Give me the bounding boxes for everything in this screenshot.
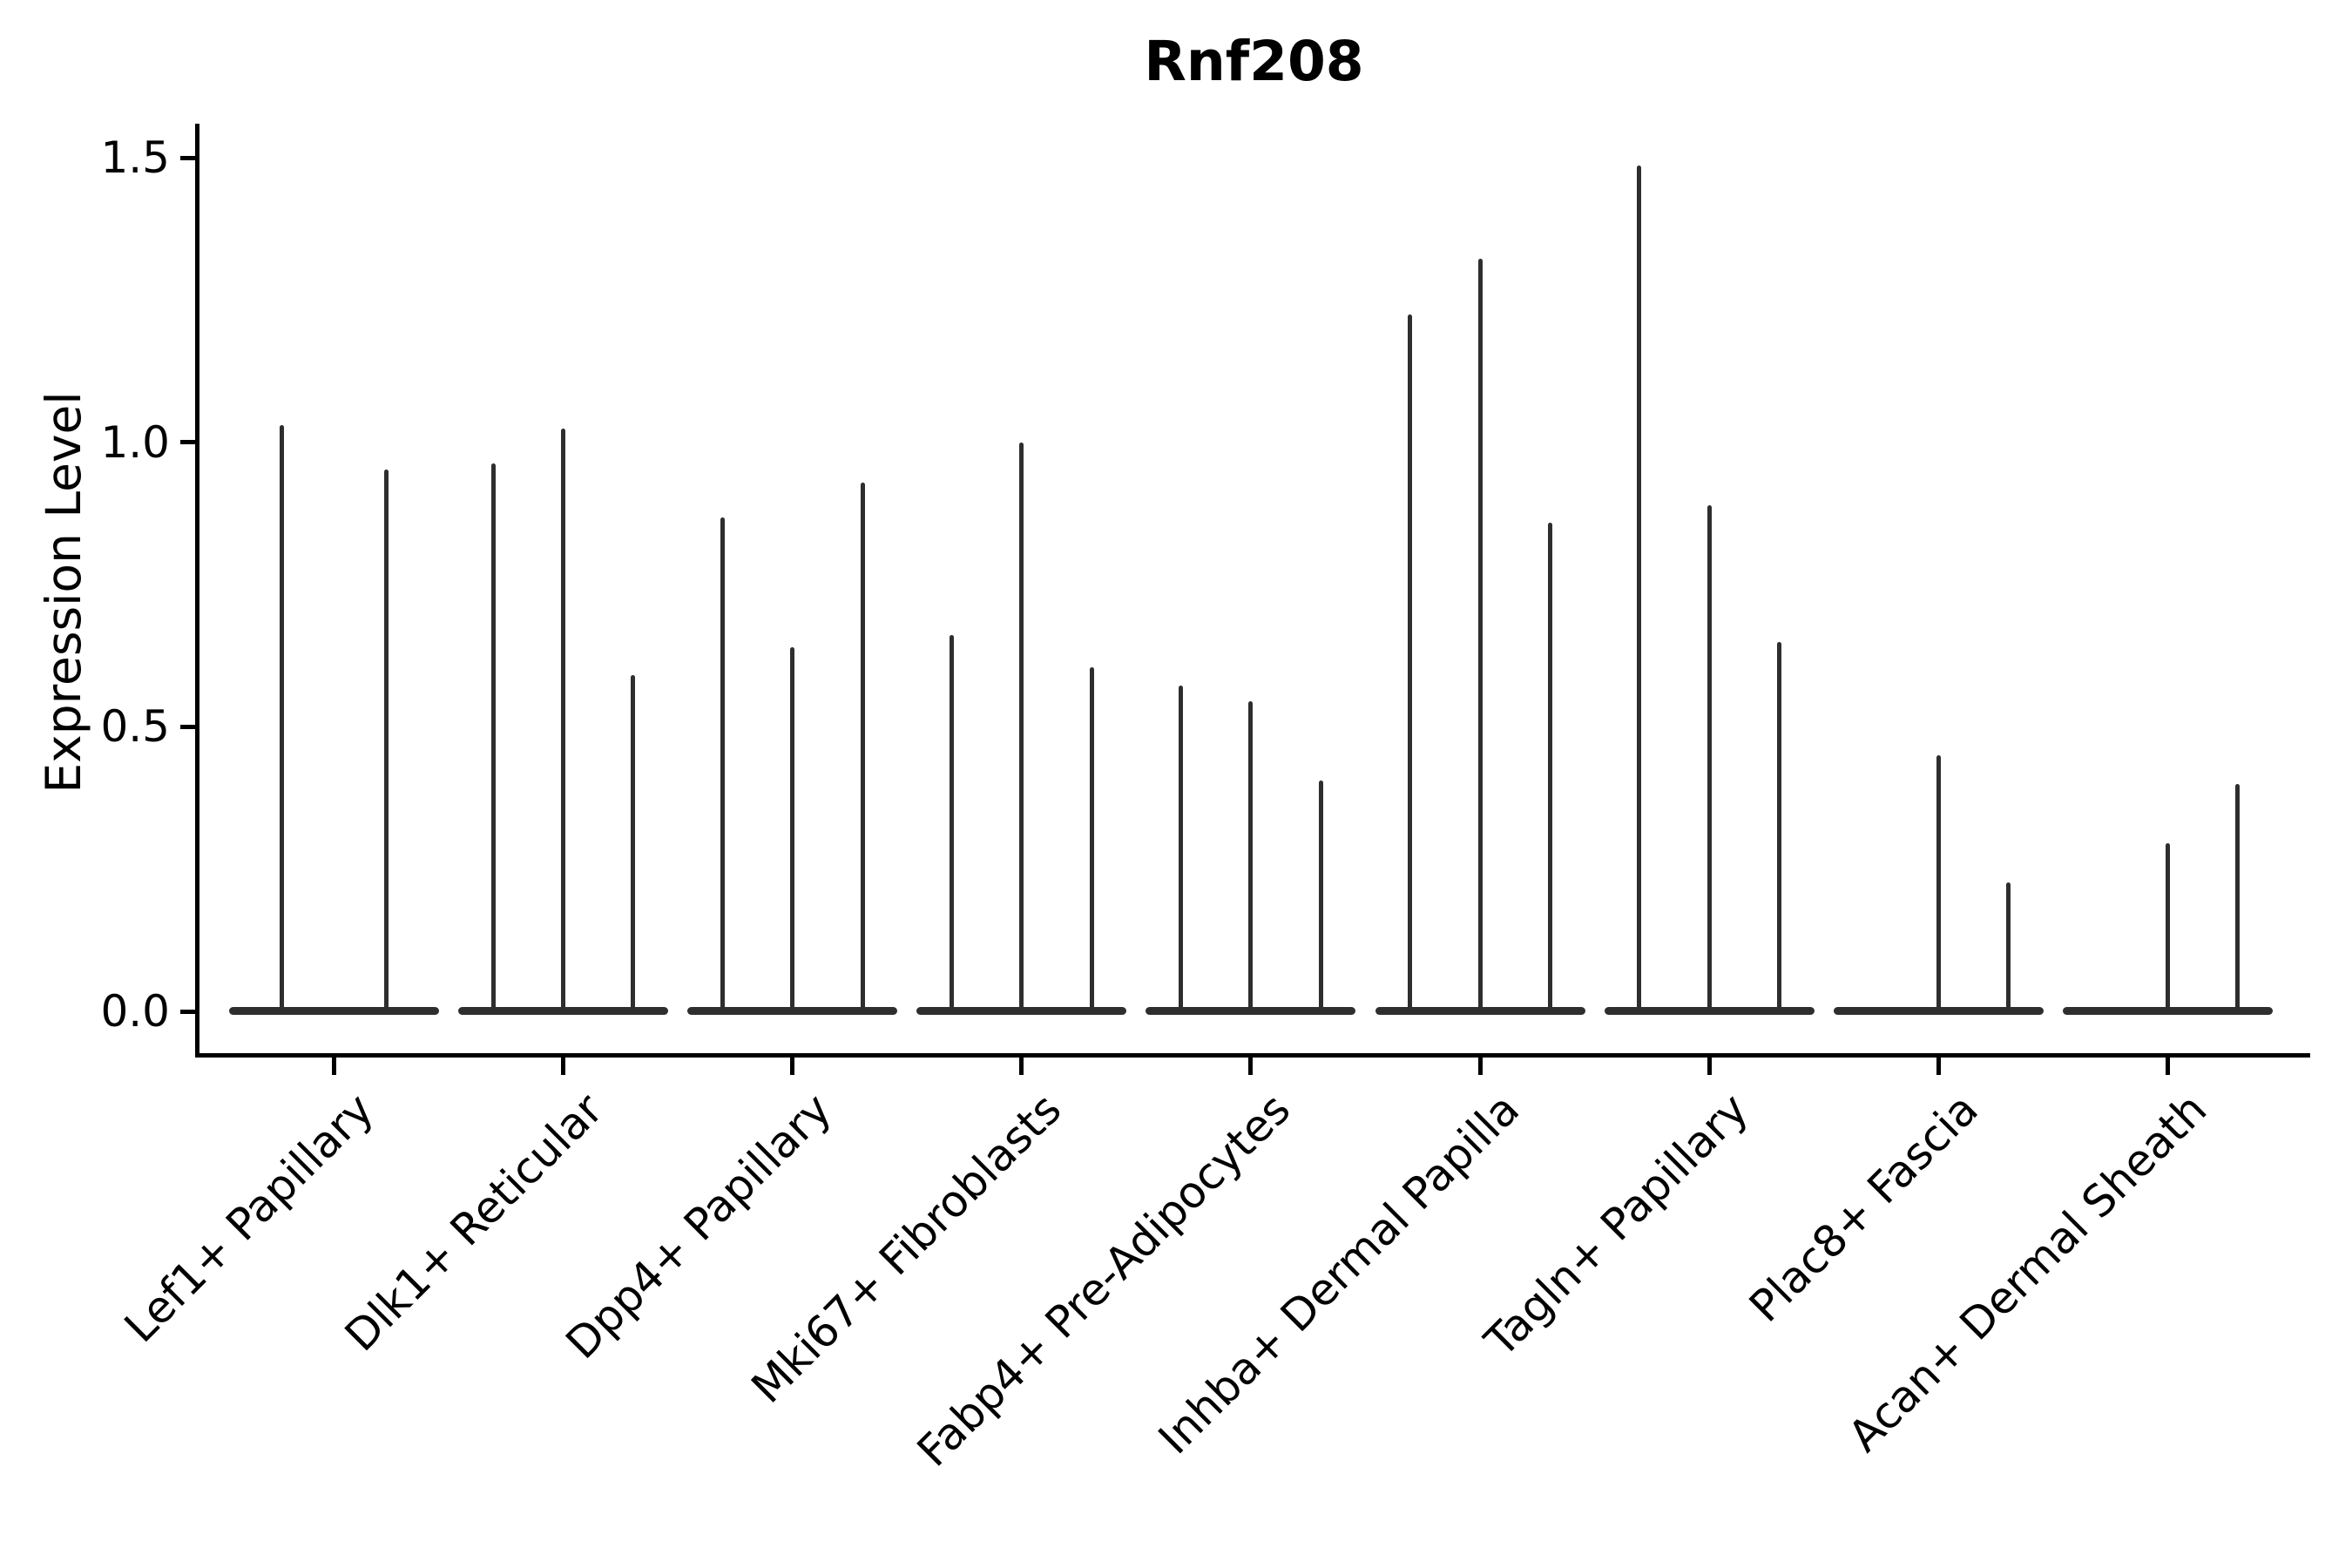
violin-needle bbox=[1179, 685, 1184, 1013]
y-tick bbox=[180, 440, 198, 445]
x-tick bbox=[790, 1056, 795, 1075]
y-tick bbox=[180, 155, 198, 160]
violin-needle bbox=[279, 425, 284, 1013]
y-tick-label: 1.5 bbox=[100, 132, 170, 183]
violin-needle bbox=[2006, 882, 2011, 1013]
violin-needle bbox=[790, 646, 795, 1013]
y-tick-label: 0.5 bbox=[100, 701, 170, 753]
x-tick bbox=[1707, 1056, 1712, 1075]
violin-needle bbox=[2165, 843, 2170, 1013]
violin-needle bbox=[490, 463, 496, 1013]
violin-needle bbox=[1547, 523, 1552, 1013]
violin-needle bbox=[1637, 166, 1642, 1013]
x-tick-label: Fabp4+ Pre-Adipocytes bbox=[907, 1084, 1301, 1477]
y-axis-label: Expression Level bbox=[36, 391, 91, 794]
violin-needle bbox=[2235, 783, 2240, 1013]
x-tick-label: Plac8+ Fascia bbox=[1739, 1084, 1988, 1332]
violin-needle bbox=[561, 428, 566, 1013]
y-tick-label: 0.0 bbox=[100, 986, 170, 1037]
x-tick bbox=[332, 1056, 336, 1075]
violin-needle bbox=[720, 517, 725, 1013]
violin-needle bbox=[860, 483, 865, 1013]
violin-baseline bbox=[229, 1007, 439, 1015]
x-tick bbox=[1019, 1056, 1024, 1075]
violin-needle bbox=[1019, 443, 1024, 1013]
y-axis-spine bbox=[195, 124, 199, 1058]
violin-needle bbox=[1707, 505, 1712, 1013]
violin-needle bbox=[1776, 641, 1781, 1013]
violin-needle bbox=[1248, 700, 1254, 1013]
violin-needle bbox=[631, 674, 636, 1013]
chart-title: Rnf208 bbox=[1144, 30, 1364, 93]
violin-needle bbox=[1477, 258, 1483, 1013]
x-tick bbox=[1936, 1056, 1941, 1075]
y-tick bbox=[180, 1009, 198, 1014]
y-tick-label: 1.0 bbox=[100, 416, 170, 468]
violin-needle bbox=[384, 470, 389, 1013]
x-tick-label: Dlk1+ Reticular bbox=[335, 1084, 612, 1362]
x-tick bbox=[561, 1056, 566, 1075]
violin-needle bbox=[1089, 667, 1094, 1013]
x-tick bbox=[2165, 1056, 2170, 1075]
x-tick-label: Lef1+ Papillary bbox=[114, 1084, 383, 1353]
y-tick bbox=[180, 724, 198, 729]
x-tick bbox=[1477, 1056, 1483, 1075]
x-tick bbox=[1248, 1056, 1254, 1075]
violin-needle bbox=[1318, 780, 1323, 1013]
x-axis-spine bbox=[195, 1053, 2310, 1058]
violin-needle bbox=[1408, 314, 1413, 1013]
violin-needle bbox=[1936, 755, 1941, 1013]
violin-needle bbox=[949, 635, 954, 1013]
